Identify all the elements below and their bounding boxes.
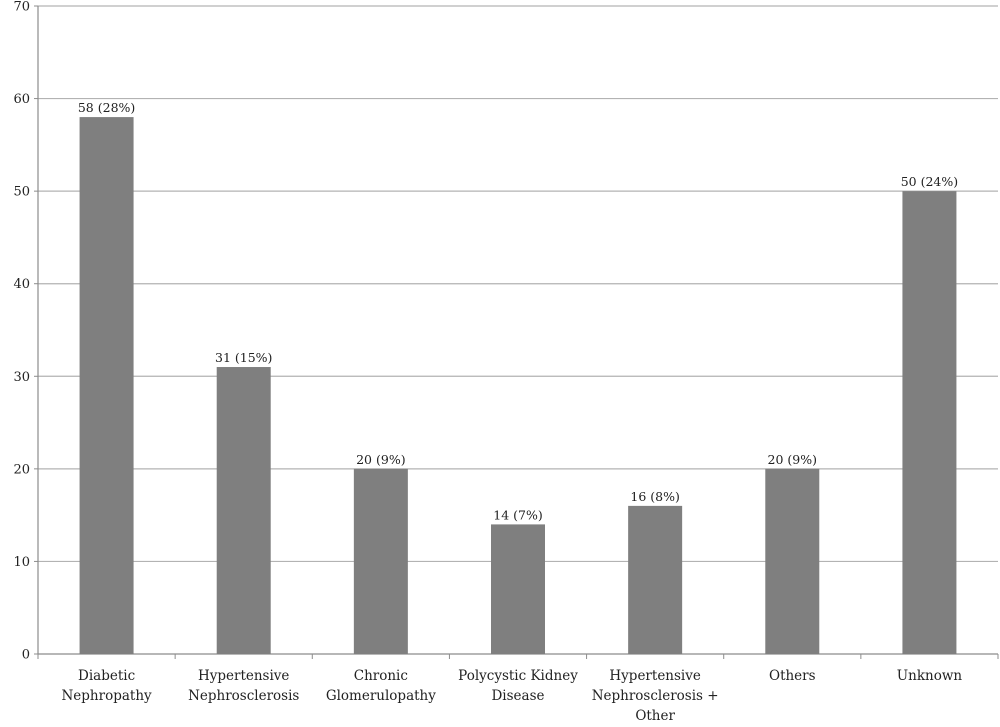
data-label: 14 (7%) [493, 507, 542, 522]
data-label: 20 (9%) [768, 452, 817, 467]
bars [79, 117, 957, 655]
bar [765, 468, 820, 654]
data-label: 20 (9%) [356, 452, 405, 467]
category-label-line: Nephropathy [61, 688, 152, 704]
category-label-line: Other [635, 708, 675, 724]
bar [353, 468, 408, 654]
y-tick-label: 0 [22, 648, 30, 663]
y-tick-label: 30 [13, 370, 30, 385]
y-tick-label: 20 [13, 462, 30, 477]
category-label: Diabetic Nephropathy [61, 668, 152, 704]
y-tick-labels: 0 10 20 30 40 50 60 70 [13, 0, 30, 663]
gridlines [38, 5, 998, 563]
x-category-labels: Diabetic Nephropathy Hypertensive Nephroscl… [61, 668, 962, 724]
y-tick-label: 40 [13, 277, 30, 292]
category-label: Polycystic Kidney Disease [458, 668, 578, 704]
category-label-line: Nephrosclerosis + [592, 688, 719, 704]
bar [216, 367, 271, 654]
category-label: Hypertensive Nephrosclerosis + Other [592, 668, 719, 724]
category-label-line: Chronic [354, 668, 408, 684]
category-label: Chronic Glomerulopathy [326, 668, 436, 704]
y-tick-label: 50 [13, 185, 30, 200]
category-label-line: Disease [491, 688, 544, 704]
category-label: Others [769, 668, 816, 684]
category-label-line: Others [769, 668, 816, 684]
category-label-line: Nephrosclerosis [188, 688, 299, 704]
data-label: 58 (28%) [78, 100, 135, 115]
y-tick-label: 10 [13, 555, 30, 570]
y-tick-label: 60 [13, 92, 30, 107]
bar [628, 505, 683, 654]
category-label-line: Glomerulopathy [326, 688, 436, 704]
category-label-line: Unknown [897, 668, 963, 684]
data-label: 50 (24%) [901, 174, 958, 189]
category-label-line: Hypertensive [198, 668, 289, 684]
bar [491, 524, 545, 654]
bar [79, 117, 134, 655]
category-label-line: Polycystic Kidney [458, 668, 578, 684]
data-label: 16 (8%) [630, 489, 679, 504]
category-label: Hypertensive Nephrosclerosis [188, 668, 299, 704]
data-labels: 58 (28%) 31 (15%) 20 (9%) 14 (7%) 16 (8%) 20 … [78, 100, 958, 522]
data-label: 31 (15%) [215, 350, 272, 365]
bar [902, 191, 957, 654]
y-tick-label: 70 [13, 0, 30, 15]
category-label: Unknown [897, 668, 963, 684]
category-label-line: Hypertensive [609, 668, 700, 684]
category-label-line: Diabetic [78, 668, 135, 684]
